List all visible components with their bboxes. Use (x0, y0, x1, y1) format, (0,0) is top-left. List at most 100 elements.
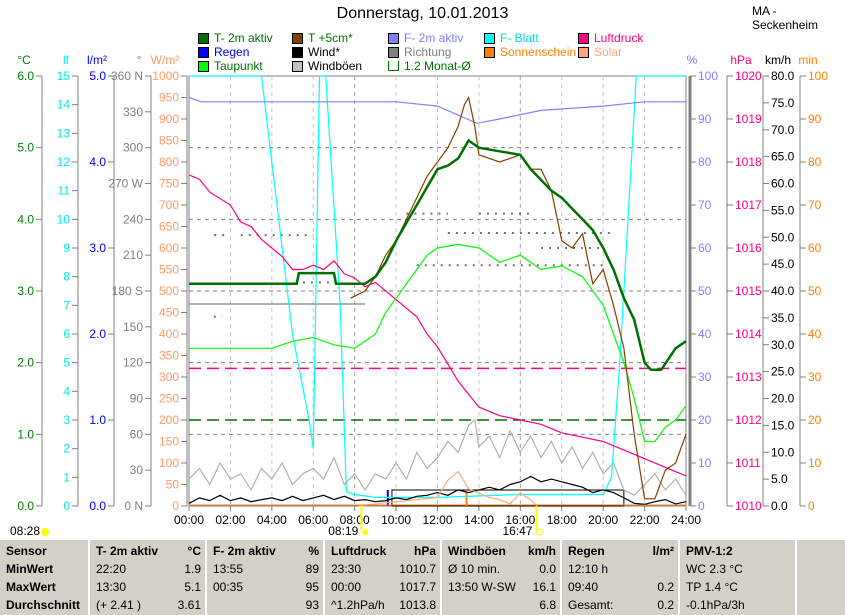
axis-tick-label: 700 (159, 198, 179, 212)
x-tick-label: 10:00 (381, 513, 411, 527)
column-header: F- 2m aktiv (213, 544, 276, 558)
column-unit: km/h (527, 544, 556, 558)
axis-tick-label: 3 (63, 413, 70, 427)
station-name: MA - Seckenheim (752, 4, 819, 32)
axis-unit-kmh: km/h (765, 53, 791, 67)
axis-tick-label: 150 (159, 435, 179, 449)
x-tick-label: 12:00 (422, 513, 452, 527)
table-column-empty (795, 540, 845, 615)
series-line-taupunkt (189, 243, 687, 443)
axis-tick-label: 40 (808, 327, 822, 341)
axis-tick-label: 1014 (735, 327, 762, 341)
series-line-t-2m-aktiv (189, 138, 687, 372)
axis-tick-label: 270 W (108, 177, 143, 191)
axis-tick-label: 360 N (111, 69, 143, 83)
chart-canvas: °C0.01.02.03.04.05.06.0lf012345678910111… (10, 53, 828, 538)
axis-tick-label: 4.0 (89, 155, 106, 169)
chart-title: Donnerstag, 10.01.2013 (336, 5, 509, 22)
axis-tick-label: 1015 (735, 284, 762, 298)
axis-tick-label: 1012 (735, 413, 762, 427)
axis-tick-label: 20.0 (771, 392, 795, 406)
axis-tick-label: 6.0 (17, 69, 34, 83)
cell-value: 0.2 (657, 580, 674, 594)
axis-tick-label: 90 (698, 112, 712, 126)
cell-text: 22:20 (96, 562, 127, 576)
legend-label: Wind* (308, 45, 341, 59)
row-label: MinWert (6, 562, 54, 576)
x-tick-label: 18:00 (547, 513, 577, 527)
axis-unit-hpa: hPa (730, 53, 752, 67)
legend-swatch (198, 46, 209, 58)
axis-tick-label: 10 (57, 212, 71, 226)
axis-tick-label: 120 (123, 356, 143, 370)
legend-swatch (484, 32, 495, 44)
axis-tick-label: 70 (698, 198, 712, 212)
axis-tick-label: 5.0 (89, 69, 106, 83)
axis-tick-label: 13 (57, 126, 71, 140)
axis-tick-label: 100 (808, 69, 828, 83)
axis-unit-min: min (798, 53, 817, 67)
axis-tick-label: 1.0 (89, 413, 106, 427)
axis-tick-label: 100 (159, 456, 179, 470)
axis-tick-label: 20 (808, 413, 822, 427)
sunset-icon (535, 528, 543, 536)
axis-tick-label: 1010 (735, 499, 762, 513)
table-column: Windböen km/h Ø 10 min. 0.0 13:50 W-SW 16.1 6.… (440, 540, 560, 615)
axis-tick-label: 7 (63, 298, 70, 312)
axis-tick-label: 450 (159, 306, 179, 320)
legend-item: F- Blatt (484, 31, 539, 45)
axis-tick-label: 3.0 (89, 241, 106, 255)
axis-tick-label: 25.0 (771, 365, 795, 379)
table-column: Luftdruck hPa 23:30 1010.7 00:00 1017.7 ^1.2hP… (323, 540, 440, 615)
series-line-windb-en (188, 418, 687, 497)
row-label: Durchschnitt (6, 598, 81, 612)
axis-tick-label: 950 (159, 91, 179, 105)
moonrise-time: 08:28 (10, 524, 40, 538)
cell-text: (+ 2.41 ) (96, 598, 142, 612)
legend-label: F- Blatt (500, 31, 539, 45)
axis-tick-label: 5 (63, 356, 70, 370)
axis-tick-label: 9 (63, 241, 70, 255)
legend-label: Windböen (308, 59, 363, 73)
axis-tick-label: 50 (808, 284, 822, 298)
axis-tick-label: 1 (63, 470, 70, 484)
axis-tick-label: 90 (130, 392, 144, 406)
legend-item: T- 2m aktiv (198, 31, 273, 45)
cell-text: 13:30 (96, 580, 127, 594)
cell-value: 0.2 (657, 598, 674, 612)
axis-tick-label: 14 (57, 98, 71, 112)
cell-value: 1010.7 (399, 562, 436, 576)
axis-tick-label: 20 (698, 413, 712, 427)
axis-tick-label: 800 (159, 155, 179, 169)
cell-value: 95 (305, 580, 319, 594)
legend-swatch (292, 46, 303, 58)
axis-tick-label: 4.0 (17, 212, 34, 226)
table-column: SensorMinWertMaxWertDurchschnitt10.01. 2… (0, 540, 88, 615)
axis-tick-label: 6 (63, 327, 70, 341)
column-header: Luftdruck (331, 544, 387, 558)
legend-swatch (484, 46, 495, 58)
axis-tick-label: 750 (159, 177, 179, 191)
axis-tick-label: 400 (159, 327, 179, 341)
axis-tick-label: 180 S (112, 284, 143, 298)
cell-value: 1013.8 (399, 598, 436, 612)
axis-tick-label: 1020 (735, 69, 762, 83)
x-tick-label: 04:00 (257, 513, 287, 527)
cell-value: 1.9 (184, 562, 201, 576)
cell-text: WC 2.3 °C (686, 562, 743, 576)
axis-tick-label: 5.0 (771, 472, 788, 486)
axis-tick-label: 330 (123, 105, 143, 119)
cell-text: ^1.2hPa/h (331, 598, 385, 612)
cell-text: 13:50 W-SW (448, 580, 516, 594)
legend-item: Windböen (292, 59, 362, 73)
axis-tick-label: 1017 (735, 198, 762, 212)
cell-text: 13:55 (213, 562, 244, 576)
legend-item: Regen (198, 45, 249, 59)
axis-tick-label: 210 (123, 248, 143, 262)
cell-text: 00:35 (213, 580, 244, 594)
axis-unit-c: °C (17, 53, 31, 67)
legend-label: F- 2m aktiv (404, 31, 464, 45)
sunrise-icon (362, 529, 369, 535)
axis-tick-label: 11 (58, 184, 71, 198)
